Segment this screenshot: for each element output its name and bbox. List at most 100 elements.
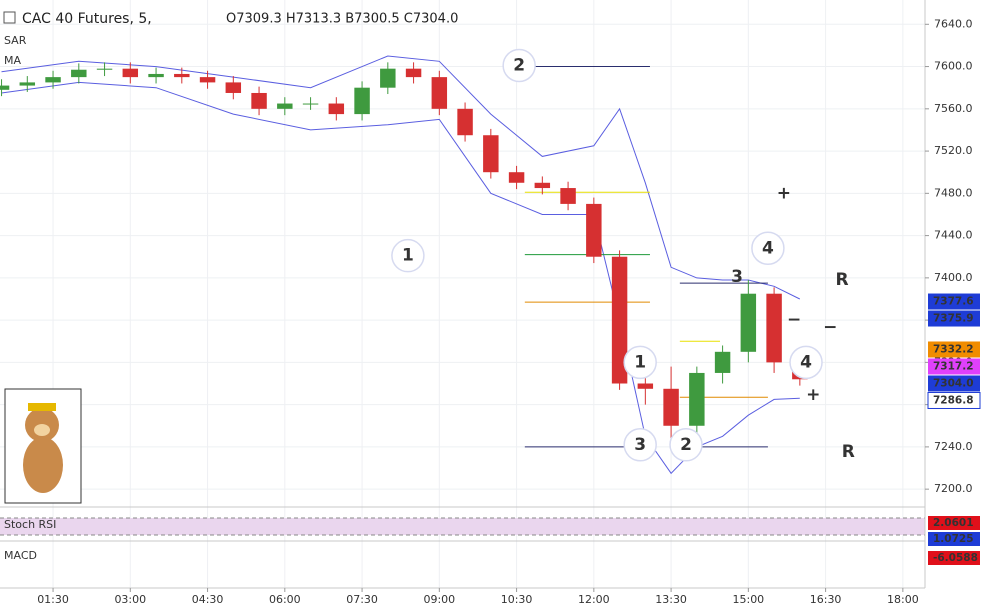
indicator-tag-box xyxy=(928,516,980,530)
x-tick-label: 04:30 xyxy=(192,593,224,606)
y-tick-label: 7240.0 xyxy=(934,440,973,453)
annotation: 4 xyxy=(762,238,774,258)
candle-body xyxy=(277,103,293,109)
candle-body xyxy=(611,256,628,384)
price-tag: 7317.2 xyxy=(928,358,980,375)
indicator-tag: 2.0601 xyxy=(928,516,980,530)
candle-body xyxy=(766,293,782,363)
indicator-tag-label: 2.0601 xyxy=(933,517,974,529)
annotation: R xyxy=(836,270,849,290)
candle-body xyxy=(431,77,448,109)
price-tag: 7375.9 xyxy=(928,310,980,327)
annotation: 2 xyxy=(513,56,525,76)
y-tick-label: 7440.0 xyxy=(934,229,973,242)
x-tick-label: 06:00 xyxy=(269,593,301,606)
annotation-circle xyxy=(669,428,703,462)
annotation: − xyxy=(823,318,837,338)
candle-body xyxy=(328,103,345,115)
candle-body xyxy=(508,172,525,183)
price-tag-label: 7286.8 xyxy=(933,394,974,406)
candle-body xyxy=(148,73,164,78)
legend-header: CAC 40 Futures, 5, O7309.3 H7313.3 B7300… xyxy=(3,11,458,562)
stoch-band xyxy=(0,518,925,535)
x-tick-label: 15:00 xyxy=(732,593,764,606)
candle-body xyxy=(560,188,576,204)
candle-body xyxy=(405,68,422,78)
x-tick-label: 10:30 xyxy=(501,593,533,606)
price-tag-box xyxy=(927,391,981,409)
candle-body xyxy=(380,68,396,88)
x-tick-label: 12:00 xyxy=(578,593,610,606)
collapse-icon[interactable] xyxy=(3,11,16,24)
annotation: 3 xyxy=(634,435,646,455)
annotation: 1 xyxy=(634,352,646,372)
y-tick-label: 7600.0 xyxy=(934,60,973,73)
candle-body xyxy=(302,103,319,105)
candle-body xyxy=(225,82,242,93)
y-tick-label: 7640.0 xyxy=(934,17,973,30)
price-tag-label: 7375.9 xyxy=(933,313,974,325)
price-tag-box xyxy=(928,375,980,392)
indicator-tag: -6.0588 xyxy=(928,551,980,565)
candle-body xyxy=(663,388,679,426)
x-tick-label: 07:30 xyxy=(346,593,378,606)
indicator-label[interactable]: MA xyxy=(4,54,21,67)
indicator-tag-box xyxy=(928,551,980,565)
indicator-label[interactable]: MACD xyxy=(4,549,37,562)
indicator-tag-label: -6.0588 xyxy=(933,552,978,564)
annotation: + xyxy=(777,183,791,203)
annotation: 4 xyxy=(800,352,812,372)
indicator-label[interactable]: SAR xyxy=(4,34,27,47)
indicator-tag: 1.0725 xyxy=(928,532,980,546)
annotation-circle xyxy=(502,48,536,83)
price-tag: 7304.0 xyxy=(928,375,980,392)
candle-body xyxy=(740,293,757,352)
annotation: R xyxy=(842,442,855,462)
price-tag: 7377.6 xyxy=(928,293,980,310)
candle-body xyxy=(45,77,61,83)
price-tag-label: 7317.2 xyxy=(933,360,974,372)
candle-body xyxy=(586,203,602,257)
indicator-tag-label: 1.0725 xyxy=(933,533,974,545)
candle-body xyxy=(122,68,139,78)
price-tag-box xyxy=(928,310,980,327)
annotation: 3 xyxy=(731,267,743,287)
x-tick-label: 01:30 xyxy=(37,593,69,606)
price-tag: 7286.8 xyxy=(927,391,981,409)
annotation: 1 xyxy=(402,246,414,266)
x-tick-label: 09:00 xyxy=(423,593,455,606)
x-tick-label: 18:00 xyxy=(887,593,919,606)
candle-body xyxy=(19,82,36,86)
candle-body xyxy=(689,372,705,426)
annotation-circle xyxy=(751,231,785,266)
price-tag-label: 7377.6 xyxy=(933,296,974,308)
price-tags: 7377.6 7375.9 7332.2 7317.2 7304.0 7286.8 2.06… xyxy=(927,293,981,565)
y-tick-label: 7200.0 xyxy=(934,482,973,495)
annotation: + xyxy=(806,385,820,405)
x-tick-label: 03:00 xyxy=(114,593,146,606)
candle-body xyxy=(483,135,499,173)
ohlc-values: O7309.3 H7313.3 B7300.5 C7304.0 xyxy=(226,12,458,27)
candle-body xyxy=(71,69,87,78)
x-tick-label: 13:30 xyxy=(655,593,687,606)
candle-body xyxy=(534,182,551,189)
y-tick-label: 7480.0 xyxy=(934,186,973,199)
indicator-tag-box xyxy=(928,532,980,546)
candle-body xyxy=(96,68,113,70)
price-tag: 7332.2 xyxy=(928,341,980,358)
candle-body xyxy=(354,87,370,115)
annotation: 2 xyxy=(680,435,692,455)
logo-hat xyxy=(28,403,56,411)
candle-body xyxy=(251,92,267,109)
price-tag-box xyxy=(928,341,980,358)
annotation: − xyxy=(787,310,801,330)
y-tick-label: 7560.0 xyxy=(934,102,973,115)
indicator-label[interactable]: Stoch RSI xyxy=(4,518,56,531)
symbol-title: CAC 40 Futures, 5, xyxy=(22,11,152,27)
annotation-circle xyxy=(789,345,823,380)
price-tag-box xyxy=(928,358,980,375)
x-tick-label: 16:30 xyxy=(810,593,842,606)
price-tag-label: 7304.0 xyxy=(933,377,974,389)
